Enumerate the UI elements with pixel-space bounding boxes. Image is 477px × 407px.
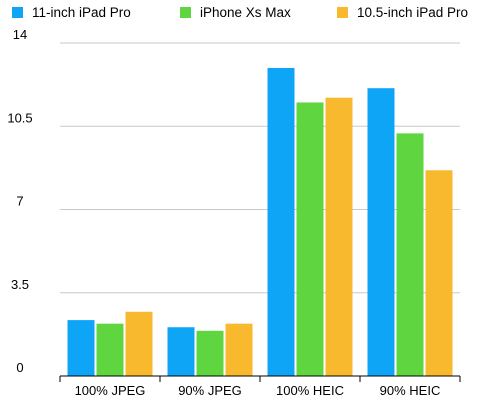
legend-swatch-11-inch-ipad-pro bbox=[12, 7, 23, 18]
y-tick-label: 14 bbox=[13, 27, 27, 42]
bar-10-5-inch-ipad-pro bbox=[325, 97, 353, 376]
x-category-label: 100% JPEG bbox=[75, 383, 146, 398]
legend-label-iphone-xs-max: iPhone Xs Max bbox=[200, 5, 291, 20]
bar-10-5-inch-ipad-pro bbox=[425, 170, 453, 376]
bar-10-5-inch-ipad-pro bbox=[225, 323, 253, 376]
bar-iphone-xs-max bbox=[196, 330, 224, 376]
x-axis bbox=[59, 375, 461, 382]
bar-11-inch-ipad-pro bbox=[367, 88, 395, 376]
x-category-label: 90% JPEG bbox=[178, 383, 242, 398]
y-tick-label: 3.5 bbox=[11, 277, 29, 292]
x-category-label: 90% HEIC bbox=[380, 383, 441, 398]
bar-iphone-xs-max bbox=[296, 102, 324, 376]
y-tick-label: 7 bbox=[16, 194, 23, 209]
bar-iphone-xs-max bbox=[396, 133, 424, 376]
x-tick-labels: 100% JPEG 90% JPEG 100% HEIC 90% HEIC bbox=[75, 383, 441, 398]
bar-11-inch-ipad-pro bbox=[167, 327, 195, 376]
y-tick-label: 0 bbox=[16, 360, 23, 375]
legend-label-10-5-inch-ipad-pro: 10.5-inch iPad Pro bbox=[357, 5, 468, 20]
legend-label-11-inch-ipad-pro: 11-inch iPad Pro bbox=[32, 5, 131, 20]
x-category-label: 100% HEIC bbox=[276, 383, 344, 398]
legend-swatch-10-5-inch-ipad-pro bbox=[337, 7, 348, 18]
bar-iphone-xs-max bbox=[96, 323, 124, 376]
legend: 11-inch iPad Pro iPhone Xs Max 10.5-inch i… bbox=[12, 5, 468, 20]
bar-11-inch-ipad-pro bbox=[267, 67, 295, 376]
bars bbox=[67, 67, 453, 376]
legend-swatch-iphone-xs-max bbox=[180, 7, 191, 18]
bar-10-5-inch-ipad-pro bbox=[125, 311, 153, 376]
y-tick-labels: 0 3.5 7 10.5 14 bbox=[7, 27, 32, 375]
y-tick-label: 10.5 bbox=[7, 110, 32, 125]
bar-11-inch-ipad-pro bbox=[67, 320, 95, 376]
